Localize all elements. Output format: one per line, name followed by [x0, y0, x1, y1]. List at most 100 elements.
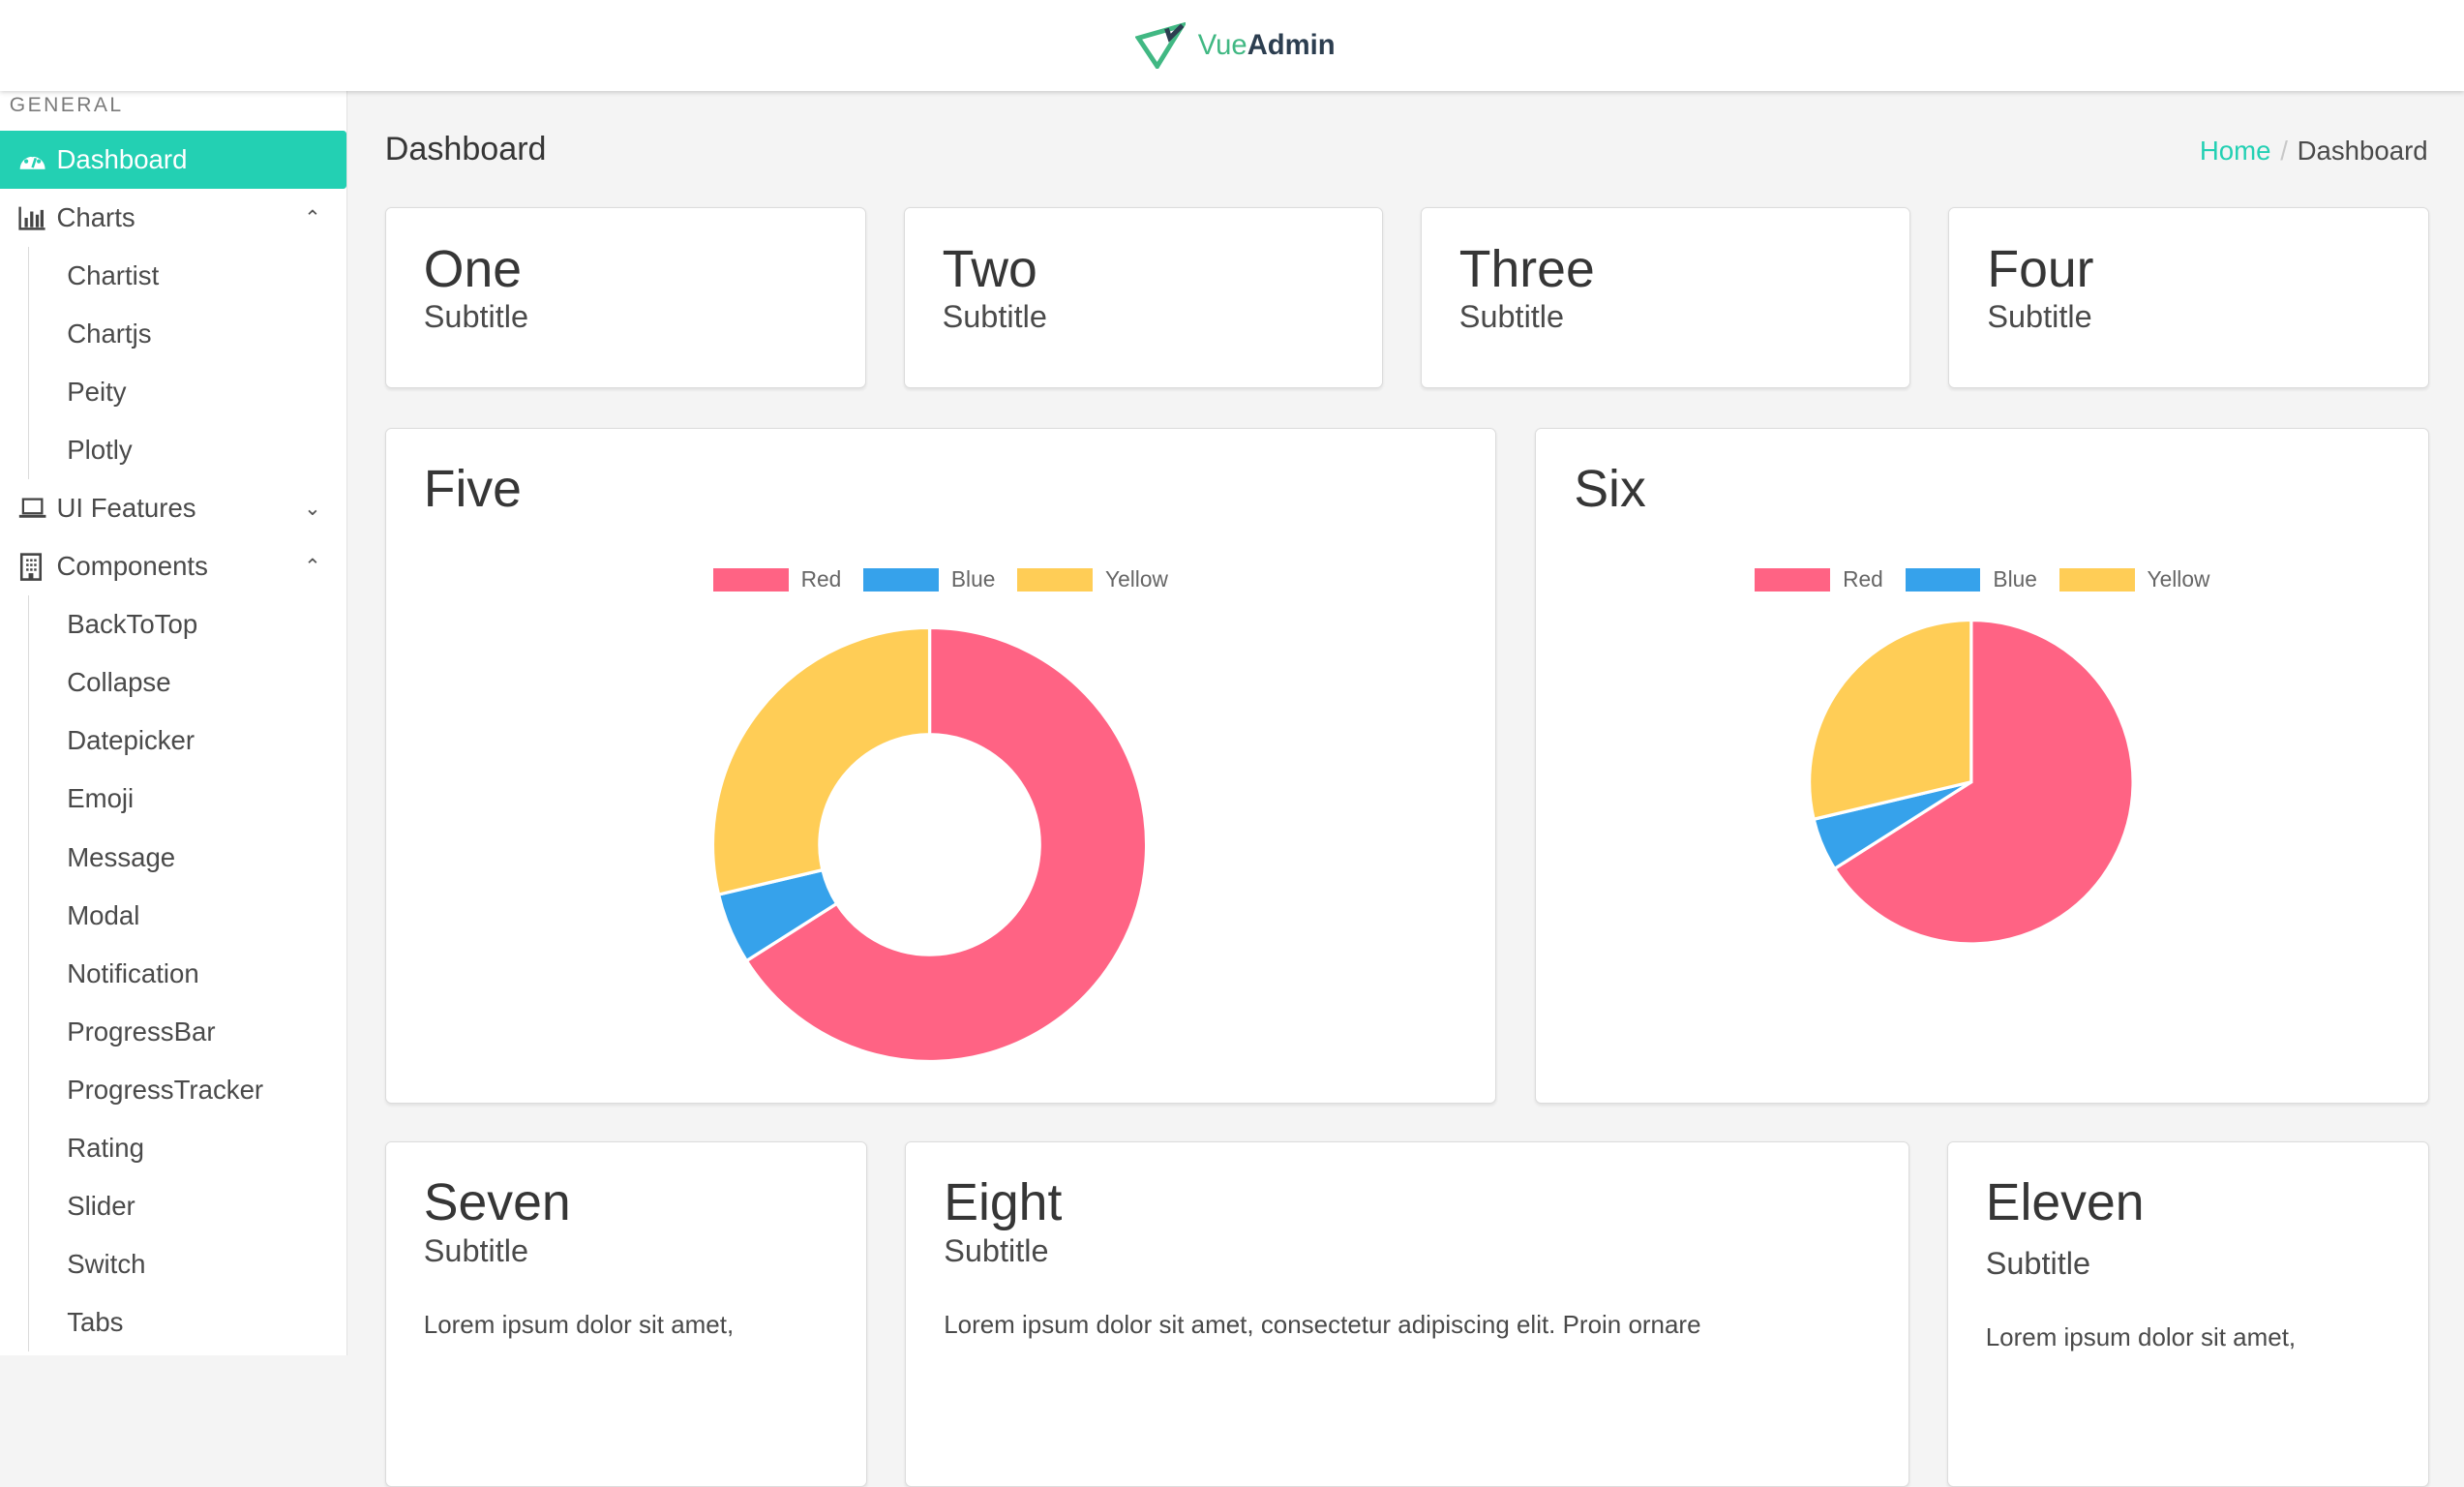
card-subtitle: Subtitle	[1987, 299, 2092, 335]
card-text: Lorem ipsum dolor sit amet,	[1985, 1322, 2297, 1352]
sidebar-subitem-datepicker[interactable]: Datepicker	[67, 725, 195, 756]
sidebar-subitem-peity[interactable]: Peity	[67, 377, 127, 408]
charts-submenu: Chartist Chartjs Peity Plotly	[28, 246, 346, 480]
card-subtitle: Subtitle	[423, 299, 529, 335]
sidebar-subitem-rating[interactable]: Rating	[67, 1132, 144, 1163]
breadcrumb-separator: /	[2280, 135, 2288, 166]
card-text: Lorem ipsum dolor sit amet,	[423, 1310, 735, 1340]
card-title: Five	[423, 460, 522, 519]
card-title: Eight	[944, 1173, 1063, 1232]
sidebar-item-label: Charts	[56, 201, 135, 232]
card-eleven: Eleven Subtitle Lorem ipsum dolor sit am…	[1946, 1140, 2430, 1487]
sidebar-subitem-emoji[interactable]: Emoji	[67, 783, 135, 814]
card-three: Three Subtitle	[1420, 207, 1911, 389]
sidebar-subitem-switch[interactable]: Switch	[67, 1248, 146, 1279]
sidebar-subitem-progressbar[interactable]: ProgressBar	[67, 1016, 216, 1047]
bar-chart-icon	[18, 205, 49, 230]
card-seven: Seven Subtitle Lorem ipsum dolor sit ame…	[384, 1140, 868, 1487]
sidebar-subitem-chartjs[interactable]: Chartjs	[67, 318, 152, 349]
legend-label: Yellow	[2147, 566, 2210, 592]
main-content: Dashboard Home / Dashboard One Subtitle Tw…	[348, 91, 2464, 1487]
card-subtitle: Subtitle	[423, 1232, 529, 1268]
sidebar-subitem-backtotop[interactable]: BackToTop	[67, 609, 198, 640]
slice-red[interactable]	[744, 626, 1149, 1064]
legend-swatch	[712, 567, 789, 592]
sidebar-subitem-slider[interactable]: Slider	[67, 1190, 135, 1221]
pie-chart	[1808, 619, 2135, 946]
card-title: One	[423, 239, 523, 298]
menu-label-general: GENERAL	[9, 94, 124, 117]
breadcrumb-home-link[interactable]: Home	[2199, 135, 2271, 166]
sidebar-subitem-collapse[interactable]: Collapse	[67, 667, 171, 698]
sidebar-item-label: Dashboard	[56, 143, 188, 174]
laptop-icon	[18, 498, 49, 520]
legend-label: Blue	[1993, 566, 2037, 592]
legend-item-blue[interactable]: Blue	[862, 566, 996, 592]
sidebar-subitem-modal[interactable]: Modal	[67, 899, 140, 930]
card-title: Eleven	[1985, 1173, 2145, 1232]
sidebar-subitem-progresstracker[interactable]: ProgressTracker	[67, 1074, 264, 1105]
slice-red[interactable]	[1832, 619, 2135, 946]
card-title: Three	[1458, 239, 1595, 298]
sidebar-item-label: UI Features	[56, 493, 196, 524]
card-title: Two	[942, 239, 1037, 298]
legend-swatch	[1755, 567, 1831, 592]
chevron-up-icon: ⌃	[304, 206, 321, 229]
legend-item-blue[interactable]: Blue	[1905, 566, 2037, 592]
chart-legend: Red Blue Yellow	[424, 566, 1457, 592]
card-four: Four Subtitle	[1948, 207, 2430, 389]
card-text: Lorem ipsum dolor sit amet, consectetur …	[944, 1310, 1701, 1340]
brand-logo[interactable]: VueAdmin	[1134, 21, 1336, 70]
card-subtitle: Subtitle	[942, 299, 1047, 335]
components-submenu: BackToTop Collapse Datepicker Emoji Mess…	[28, 595, 346, 1352]
card-title: Six	[1574, 460, 1646, 519]
top-navbar: VueAdmin	[0, 0, 2464, 92]
legend-swatch	[1905, 567, 1981, 592]
sidebar: GENERAL Dashboard Charts ⌃ Chartist Char…	[0, 91, 347, 1355]
doughnut-chart	[710, 626, 1149, 1064]
legend-item-red[interactable]: Red	[1755, 566, 1883, 592]
logo-text-vue: Vue	[1197, 29, 1247, 61]
legend-item-yellow[interactable]: Yellow	[2058, 566, 2210, 592]
sidebar-subitem-notification[interactable]: Notification	[67, 957, 199, 988]
sidebar-subitem-tabs[interactable]: Tabs	[67, 1307, 124, 1338]
card-eight: Eight Subtitle Lorem ipsum dolor sit ame…	[905, 1140, 1909, 1487]
legend-swatch	[2058, 567, 2135, 592]
legend-label: Red	[800, 566, 842, 592]
sidebar-subitem-chartist[interactable]: Chartist	[67, 259, 160, 290]
slice-yellow[interactable]	[1808, 619, 1973, 822]
sidebar-subitem-plotly[interactable]: Plotly	[67, 435, 133, 466]
sidebar-item-ui-features[interactable]: UI Features ⌄	[0, 479, 346, 537]
legend-item-yellow[interactable]: Yellow	[1017, 566, 1168, 592]
vue-admin-logo-icon	[1134, 21, 1186, 70]
legend-label: Yellow	[1105, 566, 1168, 592]
card-one: One Subtitle	[384, 207, 866, 389]
dashboard-icon	[18, 147, 49, 172]
breadcrumb-current: Dashboard	[2297, 135, 2428, 166]
legend-label: Blue	[950, 566, 996, 592]
legend-swatch	[862, 567, 939, 592]
legend-item-red[interactable]: Red	[712, 566, 842, 592]
card-two: Two Subtitle	[903, 207, 1383, 389]
card-title: Seven	[423, 1173, 571, 1232]
legend-label: Red	[1843, 566, 1883, 592]
card-subtitle: Subtitle	[944, 1232, 1049, 1268]
card-subtitle: Subtitle	[1458, 299, 1565, 335]
sidebar-subitem-message[interactable]: Message	[67, 841, 176, 872]
card-five: Five Red Blue Yellow	[384, 427, 1496, 1104]
card-title: Four	[1987, 239, 2094, 298]
chart-legend: Red Blue Yellow	[1574, 566, 2390, 592]
legend-swatch	[1017, 567, 1094, 592]
breadcrumb: Home / Dashboard	[2200, 136, 2428, 167]
sidebar-item-dashboard[interactable]: Dashboard	[0, 130, 346, 189]
logo-text-admin: Admin	[1247, 29, 1336, 61]
card-subtitle: Subtitle	[1985, 1245, 2091, 1281]
sidebar-item-label: Components	[56, 551, 208, 582]
chevron-down-icon: ⌄	[304, 498, 321, 521]
page-title: Dashboard	[384, 130, 547, 167]
card-six: Six Red Blue Yellow	[1535, 427, 2430, 1104]
building-icon	[18, 552, 49, 581]
slice-yellow[interactable]	[710, 626, 932, 897]
sidebar-item-components[interactable]: Components ⌃	[0, 537, 346, 595]
sidebar-item-charts[interactable]: Charts ⌃	[0, 189, 346, 247]
